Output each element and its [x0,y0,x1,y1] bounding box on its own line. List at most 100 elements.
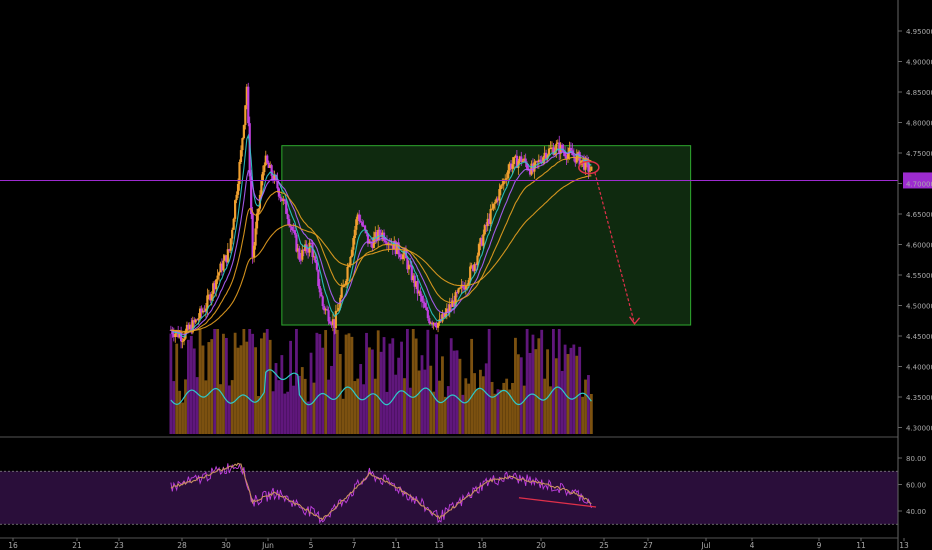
volume-bar [476,388,479,434]
candle [222,254,225,273]
volume-bar [443,396,447,434]
volume-bar [575,355,579,434]
candle-body [212,283,215,295]
candle-body [196,319,199,321]
candle-body [590,166,593,171]
time-tick-label: 28 [177,541,187,550]
volume-bar [537,338,541,434]
candle-body [435,325,438,328]
candle-body [444,312,447,318]
candle-body [445,308,448,313]
volume-bar [449,338,453,434]
volume-bar [458,358,462,434]
candle [285,198,288,215]
candle [566,147,570,163]
candle-body [229,238,232,251]
candle-body [276,179,279,189]
candle [450,298,453,313]
candle [547,144,551,157]
candle [204,302,208,318]
candle [349,255,352,268]
volume-bar [438,380,441,434]
candle-body [271,175,275,181]
candle-body [277,188,281,197]
candle-body [482,234,485,246]
candle-body [397,242,400,255]
volume-bar [356,378,360,434]
candle [464,280,467,295]
candle [251,206,254,264]
candle-body [260,180,263,195]
time-tick-label: 4 [750,541,755,550]
volume-bar [543,378,547,434]
candle-body [356,214,359,220]
candle [229,238,232,254]
candle-body [480,238,483,246]
candle [353,226,356,245]
candle-body [236,183,240,195]
candle-body [298,248,301,260]
candle-body [282,199,285,202]
volume-bar [429,365,433,434]
candle-body [441,313,444,322]
candle [366,233,370,247]
volume-bar [560,370,564,434]
candle-body [352,238,355,250]
forecast-arrow-line [594,172,636,324]
volume-bar [297,375,301,434]
candle-body [377,229,380,241]
candle-body [504,179,507,181]
price-tick-label: 4.90000 [906,59,932,67]
candle-body [326,309,329,311]
candle [460,278,463,294]
candle [473,262,476,276]
volume-bar [403,378,406,434]
candle-body [434,322,437,326]
candle [378,227,381,241]
candle-body [206,295,209,309]
volume-bar [283,393,287,434]
candle [263,162,266,176]
candle [518,155,521,164]
volume-bar [318,334,322,434]
candle [482,229,485,249]
volume-bar [519,357,523,434]
volume-bar [295,329,298,434]
candle [399,252,402,261]
candle [311,240,314,264]
candle [577,150,580,161]
candle-body [239,150,243,162]
price-tick-label: 4.60000 [906,242,932,250]
candle [350,247,354,258]
candle [255,208,259,235]
candle-body [490,208,494,210]
volume-bar [391,338,395,434]
candle-body [561,144,564,151]
candle [315,259,318,272]
candle-body [413,275,416,287]
candle-body [172,334,175,338]
volume-bar [233,332,237,434]
volume-bar [286,391,290,434]
volume-bar [172,381,176,434]
volume-bar [414,338,418,434]
volume-bar [441,356,444,434]
rsi-tick-label: 40.00 [906,508,926,516]
candle [435,321,438,331]
candle-body [328,321,332,324]
volume-bar [300,367,304,434]
candle-body [453,300,456,307]
candle [276,172,279,193]
candle [193,317,196,328]
volume-bar [493,393,497,434]
candle [359,214,362,223]
candle-body [461,284,464,288]
candle-body [253,245,256,258]
candle [344,279,348,289]
candle [504,174,507,184]
volume-bar [540,329,544,434]
volume-bar [411,329,415,434]
candle-body [321,296,324,307]
time-tick-label: 30 [221,541,231,550]
candle [342,279,345,288]
